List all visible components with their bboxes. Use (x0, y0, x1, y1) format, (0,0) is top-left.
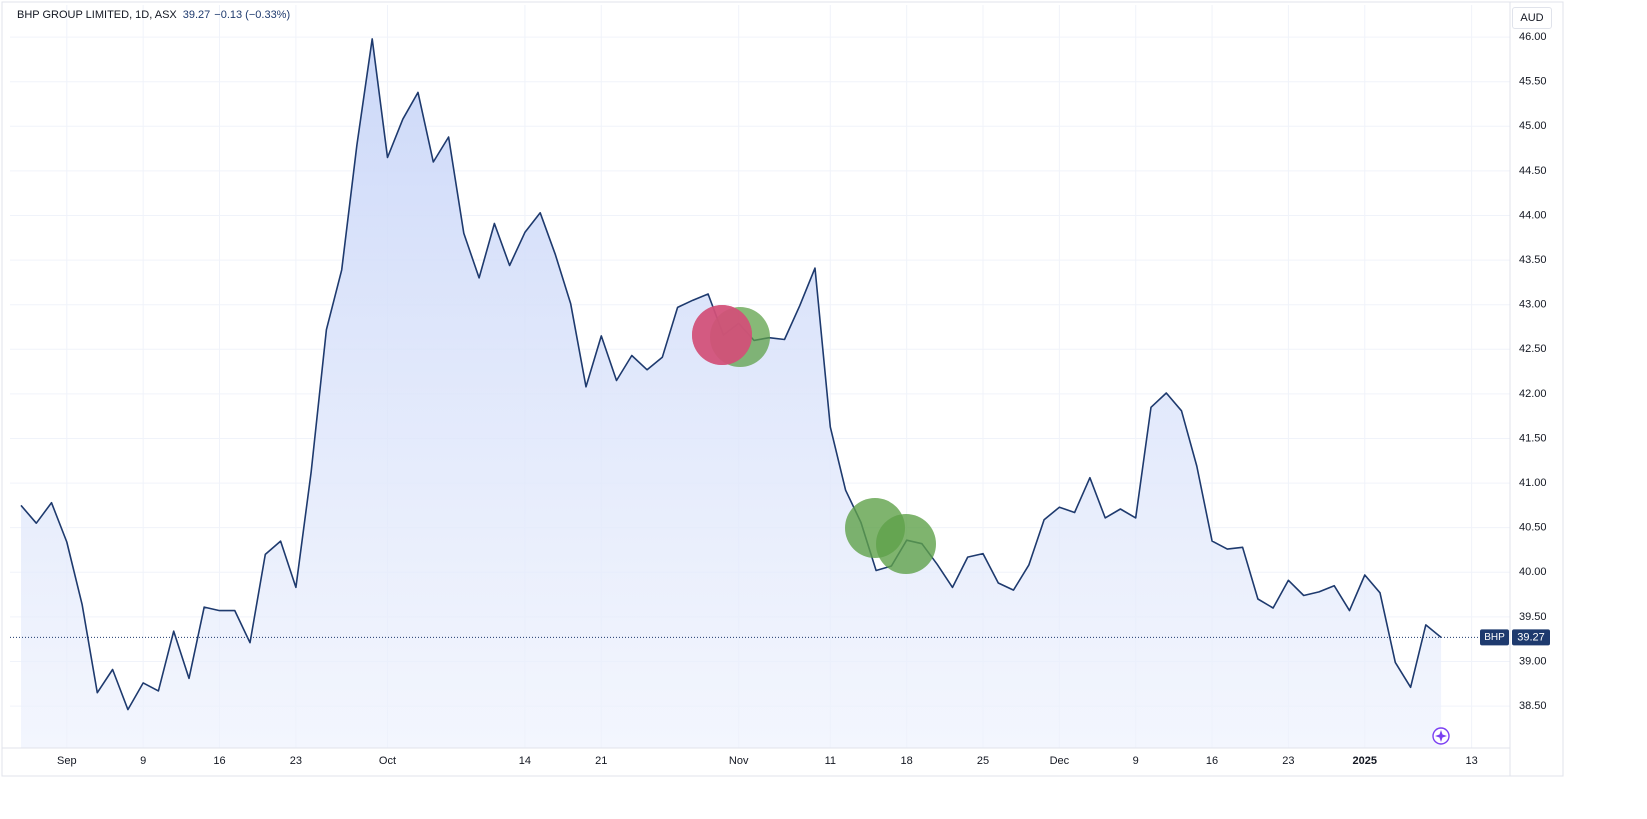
y-tick-label: 40.50 (1519, 522, 1547, 534)
y-tick-label: 43.00 (1519, 299, 1547, 311)
event-marker[interactable] (876, 514, 936, 574)
event-markers (692, 305, 936, 574)
x-tick-label: Nov (729, 755, 749, 767)
y-tick-label: 42.50 (1519, 343, 1547, 355)
y-tick-label: 45.50 (1519, 76, 1547, 88)
x-tick-label: 14 (519, 755, 531, 767)
x-tick-label: Oct (379, 755, 396, 767)
x-tick-label: 23 (1282, 755, 1294, 767)
y-tick-label: 39.50 (1519, 611, 1547, 623)
y-tick-label: 39.00 (1519, 655, 1547, 667)
y-tick-label: 45.00 (1519, 120, 1547, 132)
currency-button[interactable]: AUD (1512, 7, 1552, 29)
series-name-tag: BHP (1484, 632, 1505, 643)
x-tick-label: 18 (901, 755, 913, 767)
x-tick-label: 11 (825, 755, 836, 767)
y-tick-label: 42.00 (1519, 388, 1547, 400)
y-tick-label: 43.50 (1519, 254, 1547, 266)
y-tick-label: 41.00 (1519, 477, 1547, 489)
last-price-tag (1480, 629, 1509, 646)
last-price-tag (1512, 629, 1550, 646)
add-marker-button[interactable] (1432, 727, 1450, 745)
x-tick-label: 13 (1466, 755, 1478, 767)
y-tick-label: 41.50 (1519, 432, 1547, 444)
y-tick-label: 44.50 (1519, 165, 1547, 177)
event-marker-overlay (692, 305, 752, 365)
axes: 38.50 39.00 39.50 40.00 40.50 41.00 41.50 42.00… (57, 31, 1550, 767)
x-tick-label: Sep (57, 755, 77, 767)
x-tick-label: 21 (595, 755, 607, 767)
symbol-title: BHP GROUP LIMITED, 1D, ASX (17, 9, 177, 21)
area-fill (21, 38, 1442, 748)
x-tick-label: 16 (213, 755, 225, 767)
y-tick-label: 46.00 (1519, 31, 1547, 43)
y-tick-label: 44.00 (1519, 209, 1547, 221)
symbol-header: BHP GROUP LIMITED, 1D, ASX 39.27 −0.13 (−0… (17, 9, 290, 21)
last-price: 39.27 (182, 9, 211, 21)
x-tick-label: 25 (977, 755, 989, 767)
x-tick-label: 9 (140, 755, 146, 767)
x-tick-label: 2025 (1353, 755, 1377, 767)
x-tick-label: 16 (1206, 755, 1218, 767)
y-tick-label: 38.50 (1519, 700, 1547, 712)
last-price-label: 39.27 (1517, 631, 1545, 643)
x-tick-label: 9 (1133, 755, 1139, 767)
x-tick-label: 23 (290, 755, 302, 767)
x-tick-label: Dec (1050, 755, 1070, 767)
y-tick-label: 40.00 (1519, 566, 1547, 578)
price-change: −0.13 (−0.33%) (214, 9, 291, 21)
